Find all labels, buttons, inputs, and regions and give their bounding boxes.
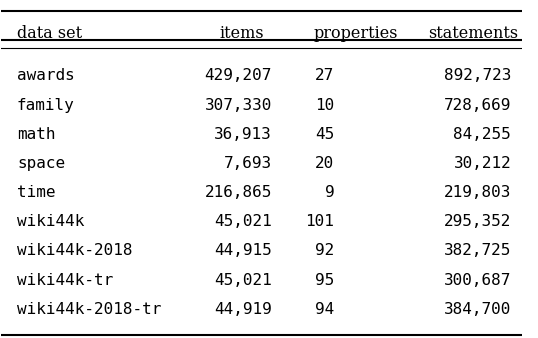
Text: 9: 9: [324, 185, 334, 200]
Text: 429,207: 429,207: [204, 68, 272, 83]
Text: 45,021: 45,021: [214, 272, 272, 288]
Text: data set: data set: [17, 25, 82, 42]
Text: 20: 20: [315, 156, 334, 171]
Text: wiki44k-2018: wiki44k-2018: [17, 243, 132, 259]
Text: 45,021: 45,021: [214, 214, 272, 229]
Text: 307,330: 307,330: [204, 98, 272, 113]
Text: math: math: [17, 127, 55, 142]
Text: 219,803: 219,803: [444, 185, 511, 200]
Text: family: family: [17, 98, 75, 113]
Text: properties: properties: [314, 25, 398, 42]
Text: 92: 92: [315, 243, 334, 259]
Text: 94: 94: [315, 302, 334, 317]
Text: awards: awards: [17, 68, 75, 83]
Text: 45: 45: [315, 127, 334, 142]
Text: 216,865: 216,865: [204, 185, 272, 200]
Text: 84,255: 84,255: [454, 127, 511, 142]
Text: 10: 10: [315, 98, 334, 113]
Text: 892,723: 892,723: [444, 68, 511, 83]
Text: space: space: [17, 156, 65, 171]
Text: 728,669: 728,669: [444, 98, 511, 113]
Text: 382,725: 382,725: [444, 243, 511, 259]
Text: statements: statements: [428, 25, 518, 42]
Text: 7,693: 7,693: [224, 156, 272, 171]
Text: items: items: [220, 25, 265, 42]
Text: 27: 27: [315, 68, 334, 83]
Text: wiki44k-tr: wiki44k-tr: [17, 272, 113, 288]
Text: wiki44k: wiki44k: [17, 214, 84, 229]
Text: 300,687: 300,687: [444, 272, 511, 288]
Text: 36,913: 36,913: [214, 127, 272, 142]
Text: time: time: [17, 185, 55, 200]
Text: 95: 95: [315, 272, 334, 288]
Text: 101: 101: [306, 214, 334, 229]
Text: 30,212: 30,212: [454, 156, 511, 171]
Text: wiki44k-2018-tr: wiki44k-2018-tr: [17, 302, 161, 317]
Text: 295,352: 295,352: [444, 214, 511, 229]
Text: 384,700: 384,700: [444, 302, 511, 317]
Text: 44,919: 44,919: [214, 302, 272, 317]
Text: 44,915: 44,915: [214, 243, 272, 259]
